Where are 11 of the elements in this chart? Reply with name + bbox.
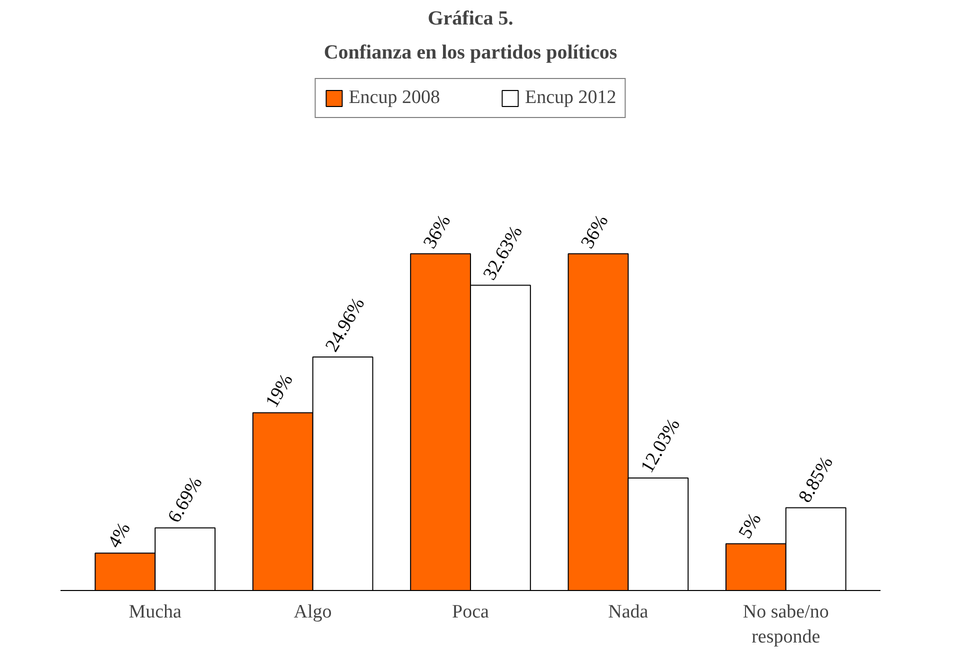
legend-label: Encup 2008 — [348, 87, 440, 109]
chart-subtitle: Confianza en los partidos políticos — [324, 42, 618, 64]
legend-label: Encup 2012 — [525, 87, 616, 109]
x-tick-label: Mucha — [128, 602, 182, 622]
x-tick-label: Algo — [294, 602, 332, 622]
x-tick-label: No sabe/no responde — [742, 602, 829, 648]
x-tick-label: Poca — [452, 602, 490, 622]
chart-title: Gráfica 5. — [428, 8, 514, 30]
data-label: 4% — [104, 519, 136, 552]
x-tick-label: Nada — [608, 602, 649, 622]
data-label: 5% — [734, 510, 766, 542]
